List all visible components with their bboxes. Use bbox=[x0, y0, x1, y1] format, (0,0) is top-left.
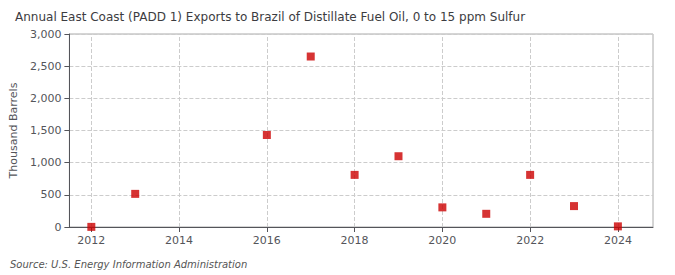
svg-text:2024: 2024 bbox=[604, 234, 632, 247]
svg-text:2,500: 2,500 bbox=[30, 60, 62, 73]
svg-text:2016: 2016 bbox=[253, 234, 281, 247]
svg-text:Source: U.S. Energy Informatio: Source: U.S. Energy Information Administ… bbox=[10, 259, 247, 270]
svg-text:2018: 2018 bbox=[341, 234, 369, 247]
svg-text:2,000: 2,000 bbox=[30, 92, 62, 105]
svg-text:0: 0 bbox=[54, 221, 61, 234]
svg-text:2014: 2014 bbox=[165, 234, 193, 247]
svg-text:1,500: 1,500 bbox=[30, 124, 62, 137]
svg-text:2022: 2022 bbox=[516, 234, 544, 247]
svg-text:Thousand Barrels: Thousand Barrels bbox=[7, 82, 20, 179]
svg-text:1,000: 1,000 bbox=[30, 156, 62, 169]
svg-text:2020: 2020 bbox=[428, 234, 456, 247]
svg-text:Annual East Coast (PADD 1) Exp: Annual East Coast (PADD 1) Exports to Br… bbox=[15, 10, 525, 24]
svg-text:500: 500 bbox=[40, 188, 61, 201]
svg-text:3,000: 3,000 bbox=[30, 28, 62, 41]
svg-text:2012: 2012 bbox=[77, 234, 105, 247]
